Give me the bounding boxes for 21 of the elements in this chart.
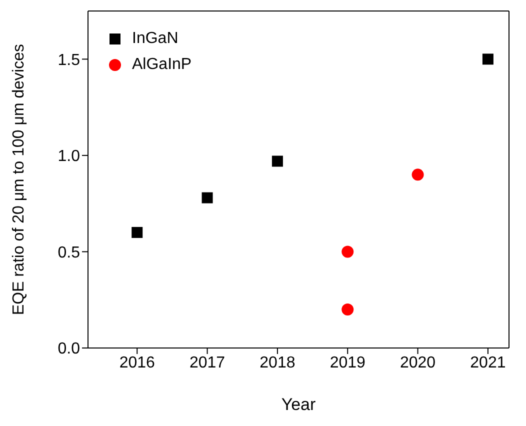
point: [202, 192, 213, 204]
legend-label: AlGaInP: [132, 55, 192, 75]
point: [342, 303, 354, 316]
y-axis-title: EQE ratio of 20 μm to 100 μm devices: [10, 44, 28, 315]
point: [342, 246, 354, 258]
x-tick-label: 2017: [189, 354, 226, 372]
point: [482, 54, 494, 65]
x-tick-label: 2019: [330, 354, 366, 372]
x-axis-title: Year: [281, 395, 316, 414]
y-tick-label: 0.0: [58, 340, 80, 358]
x-tick-label: 2016: [119, 354, 156, 372]
y-tick-label: 1.0: [58, 148, 80, 166]
point: [272, 156, 283, 167]
point: [132, 226, 143, 238]
x-tick-label: 2018: [260, 354, 296, 372]
y-tick-label: 1.5: [58, 52, 80, 69]
point: [412, 168, 424, 181]
y-tick-label: 0.5: [58, 244, 80, 262]
legend-label: InGaN: [132, 29, 178, 49]
x-tick-label: 2021: [470, 354, 506, 372]
x-tick-label: 2020: [400, 354, 436, 372]
